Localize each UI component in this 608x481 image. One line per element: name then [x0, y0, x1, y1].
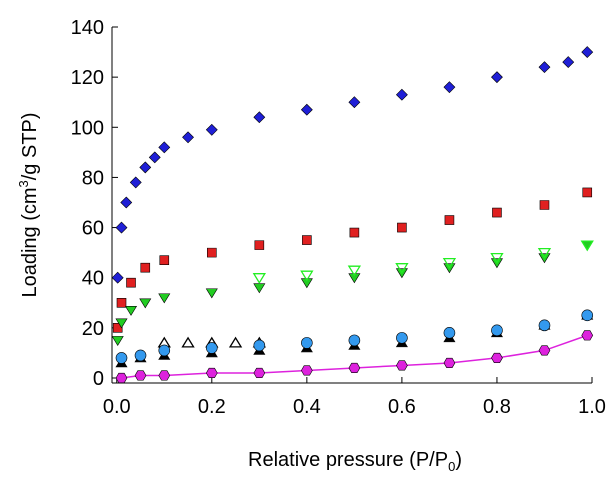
x-label-text: Relative pressure (P/P — [248, 449, 448, 471]
y-tick-label: 120 — [71, 67, 104, 89]
point — [395, 88, 408, 101]
point — [491, 352, 503, 363]
point — [115, 352, 128, 364]
point — [252, 273, 266, 284]
point — [348, 334, 361, 347]
point — [115, 221, 128, 234]
point — [348, 273, 361, 284]
x-tick-label: 0.0 — [103, 396, 131, 418]
y-tick-label: 80 — [82, 167, 104, 189]
point — [581, 330, 594, 341]
point — [538, 345, 551, 356]
point — [206, 342, 218, 354]
x-tick-label: 0.6 — [388, 396, 416, 418]
point — [148, 151, 161, 164]
y-label-end: /g STP) — [19, 112, 41, 180]
point — [580, 240, 594, 252]
point — [159, 255, 170, 265]
y-tick-label: 20 — [82, 318, 104, 340]
point — [140, 262, 151, 273]
x-tick-label: 0.2 — [198, 396, 226, 418]
point — [111, 271, 124, 284]
point — [582, 187, 593, 198]
point — [581, 240, 594, 251]
point — [115, 318, 128, 329]
point — [300, 270, 314, 282]
point — [253, 283, 266, 294]
point — [228, 336, 243, 348]
point — [158, 370, 171, 381]
x-axis-label: Relative pressure (P/P0) — [248, 449, 462, 474]
point — [120, 196, 133, 209]
point — [490, 252, 504, 264]
point — [537, 247, 552, 259]
point — [442, 258, 457, 269]
point — [111, 336, 124, 346]
x-tick-label: 1.0 — [578, 396, 606, 418]
point — [538, 61, 551, 74]
point — [539, 200, 550, 210]
point — [205, 288, 218, 299]
y-tick-label: 100 — [71, 117, 104, 139]
point — [126, 277, 136, 288]
x-label-end: ) — [455, 449, 462, 471]
point — [129, 176, 142, 189]
point — [158, 344, 171, 357]
point — [301, 337, 313, 349]
point — [397, 222, 407, 233]
point — [253, 111, 266, 124]
point — [207, 247, 217, 258]
point — [116, 297, 127, 308]
point — [492, 207, 502, 218]
point — [443, 357, 456, 369]
point — [254, 240, 265, 250]
point — [491, 71, 503, 84]
x-label-sub: 0 — [448, 459, 455, 474]
point — [395, 263, 409, 274]
point — [158, 141, 171, 154]
point — [348, 96, 361, 109]
point — [182, 131, 194, 144]
point — [347, 265, 362, 277]
point — [139, 298, 152, 309]
y-axis-label: Loading (cm3/g STP) — [16, 112, 41, 297]
point — [538, 319, 551, 332]
point — [205, 367, 218, 379]
point — [443, 327, 456, 339]
y-label-sup: 3 — [16, 180, 31, 187]
point — [443, 81, 456, 94]
point — [205, 123, 218, 136]
point — [302, 235, 312, 245]
point — [300, 278, 313, 289]
point — [115, 372, 128, 384]
point — [158, 293, 171, 304]
point — [396, 332, 408, 344]
y-tick-label: 60 — [82, 218, 104, 240]
point — [253, 367, 266, 379]
y-tick-label: 140 — [71, 17, 104, 39]
point — [444, 215, 455, 225]
point — [396, 360, 408, 371]
x-tick-label: 0.4 — [293, 396, 321, 418]
y-tick-label: 40 — [82, 268, 104, 290]
point — [562, 56, 575, 69]
x-tick-label: 0.8 — [483, 396, 511, 418]
point — [134, 370, 147, 381]
y-tick-label: 0 — [93, 368, 104, 390]
point — [301, 365, 313, 376]
point — [348, 362, 361, 374]
point — [139, 161, 152, 174]
point — [349, 227, 360, 238]
point — [134, 349, 147, 362]
point — [253, 339, 266, 352]
point — [181, 336, 195, 348]
point — [124, 305, 138, 316]
point — [581, 309, 594, 322]
point — [581, 46, 594, 58]
point — [491, 324, 503, 337]
point — [300, 103, 313, 116]
y-label-text: Loading (cm — [19, 187, 41, 297]
